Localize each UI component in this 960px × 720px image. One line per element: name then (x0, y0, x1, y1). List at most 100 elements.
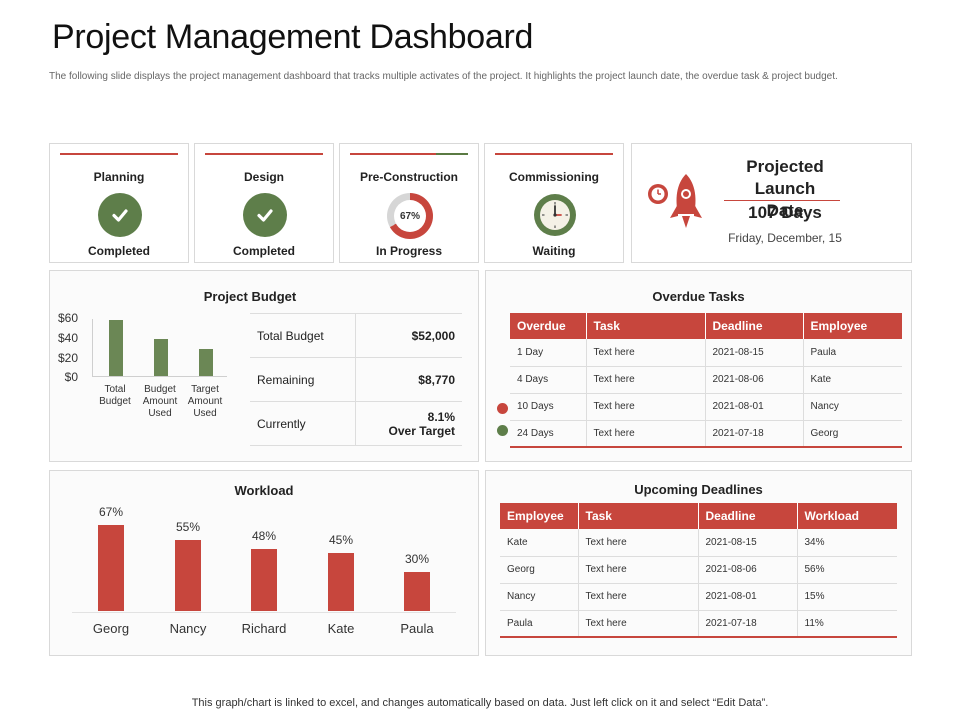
column-header: Task (586, 313, 706, 339)
table-row: 24 Days Text here 2021-07-18 Georg (510, 420, 902, 448)
budget-category-label: Budget Amount Used (142, 384, 178, 419)
budget-row: Remaining $8,770 (250, 357, 462, 402)
workload-value-label: 67% (98, 505, 124, 519)
table-cell: 2021-08-01 (705, 393, 804, 421)
table-cell: Paula (500, 610, 579, 638)
budget-row: Currently 8.1% Over Target (250, 401, 462, 446)
workload-value-label: 48% (251, 529, 277, 543)
table-cell: 2021-08-01 (698, 583, 798, 611)
status-dot-icon (497, 425, 508, 436)
column-header: Overdue (510, 313, 587, 339)
check-icon (98, 193, 142, 237)
workload-category-label: Paula (400, 621, 434, 636)
phase-status: Completed (87, 244, 150, 258)
phase-bar (60, 153, 178, 155)
page-title: Project Management Dashboard (52, 18, 534, 56)
budget-bar (154, 339, 168, 376)
progress-donut: 67% (387, 193, 433, 239)
table-cell: 4 Days (510, 366, 587, 394)
table-cell: 2021-07-18 (705, 420, 804, 448)
phase-status: In Progress (375, 244, 443, 258)
table-cell: 56% (797, 556, 897, 584)
page-subtitle: The following slide displays the project… (49, 71, 838, 82)
workload-category-label: Richard (241, 621, 287, 636)
table-cell: Text here (586, 366, 706, 394)
column-header: Task (578, 503, 699, 529)
workload-category-label: Georg (92, 621, 130, 636)
budget-bar (109, 320, 123, 376)
budget-card: Project Budget $60 $40 $20 $0 Total Budge… (49, 270, 479, 462)
table-row: 4 Days Text here 2021-08-06 Kate (510, 366, 902, 394)
budget-row-value: $8,770 (355, 357, 462, 402)
table-cell: 10 Days (510, 393, 587, 421)
budget-bar (199, 349, 213, 376)
budget-title: Project Budget (203, 289, 297, 304)
workload-bar (328, 553, 354, 611)
table-cell: 1 Day (510, 339, 587, 367)
table-row: Paula Text here 2021-07-18 11% (500, 610, 897, 638)
table-row: 10 Days Text here 2021-08-01 Nancy (510, 393, 902, 421)
table-cell: Text here (586, 420, 706, 448)
workload-baseline (72, 612, 456, 613)
y-tick: $60 (57, 311, 78, 325)
workload-title: Workload (234, 483, 294, 498)
upcoming-title: Upcoming Deadlines (634, 482, 763, 497)
progress-ring: 67% (387, 193, 433, 239)
phase-card-pre-construction: Pre-Construction 67% In Progress (339, 143, 479, 263)
budget-row: Total Budget $52,000 (250, 313, 462, 358)
column-header: Employee (500, 503, 579, 529)
phase-status: Completed (232, 244, 295, 258)
table-cell: Text here (578, 610, 699, 638)
launch-card: Projected Launch Date 107 Days Friday, D… (631, 143, 912, 263)
upcoming-card: Upcoming Deadlines Employee Task Deadline W… (485, 470, 912, 656)
table-cell: Text here (586, 393, 706, 421)
table-row: 1 Day Text here 2021-08-15 Paula (510, 339, 902, 367)
table-cell: 2021-08-06 (705, 366, 804, 394)
workload-category-label: Kate (327, 621, 355, 636)
clock-icon (648, 184, 668, 204)
phase-bar (495, 153, 613, 155)
phase-card-design: Design Completed (194, 143, 334, 263)
phase-card-commissioning: Commissioning Waiting (484, 143, 624, 263)
budget-row-label: Total Budget (250, 313, 356, 358)
phase-name: Commissioning (508, 170, 599, 184)
y-tick: $20 (57, 351, 78, 365)
launch-date: Friday, December, 15 (728, 231, 842, 245)
workload-bar (175, 540, 201, 611)
table-cell: 11% (797, 610, 897, 638)
progress-label: 67% (394, 200, 426, 232)
budget-category-label: Target Amount Used (187, 384, 223, 419)
table-cell: Nancy (500, 583, 579, 611)
table-cell: Kate (500, 529, 579, 557)
table-cell: Text here (578, 529, 699, 557)
budget-chart (92, 319, 227, 377)
table-cell: 24 Days (510, 420, 587, 448)
table-cell: Georg (500, 556, 579, 584)
column-header: Deadline (705, 313, 804, 339)
launch-days: 107 Days (748, 203, 822, 222)
table-cell: 2021-08-06 (698, 556, 798, 584)
table-cell: Georg (803, 420, 902, 448)
footer-note: This graph/chart is linked to excel, and… (191, 697, 769, 709)
phase-bar (205, 153, 323, 155)
divider (724, 200, 840, 201)
workload-bar (251, 549, 277, 611)
budget-row-label: Remaining (250, 357, 356, 402)
table-cell: 34% (797, 529, 897, 557)
overdue-title: Overdue Tasks (652, 289, 745, 304)
budget-row-value: $52,000 (355, 313, 462, 358)
table-cell: Paula (803, 339, 902, 367)
table-cell: 2021-08-15 (698, 529, 798, 557)
column-header: Workload (797, 503, 897, 529)
budget-table: Total Budget $52,000 Remaining $8,770 Cu… (250, 313, 462, 446)
table-cell: Text here (586, 339, 706, 367)
upcoming-table: Employee Task Deadline Workload Kate Text her… (500, 503, 897, 638)
phase-name: Planning (93, 170, 145, 184)
table-cell: 15% (797, 583, 897, 611)
table-cell: Text here (578, 556, 699, 584)
table-cell: 2021-07-18 (698, 610, 798, 638)
phase-name: Pre-Construction (359, 170, 458, 184)
check-icon (243, 193, 287, 237)
table-row: Georg Text here 2021-08-06 56% (500, 556, 897, 584)
launch-title: Projected Launch Date (746, 157, 824, 220)
